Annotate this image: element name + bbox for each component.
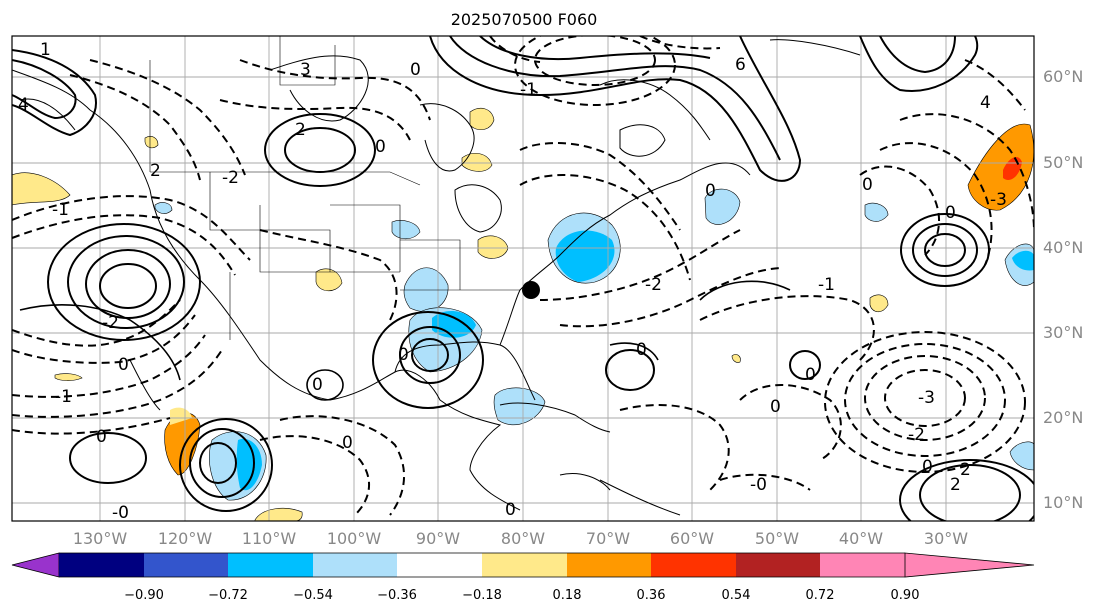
contour-label: 0 [922,457,933,477]
colorbar-tick-label: 0.54 [721,588,751,603]
colorbar-tick-label: −0.72 [208,588,248,603]
contour-label: 0 [96,427,107,447]
colorbar-segment [313,553,397,577]
colorbar-over-arrow [904,552,1035,578]
colorbar-segment [820,553,905,577]
contour-label: -2 [102,313,119,333]
contour-label: 0 [770,397,781,417]
shading-layer [12,107,1034,521]
contour-label: 1 [40,40,51,60]
colorbar-tick-label: −0.54 [293,588,333,603]
contour-label: 0 [118,355,129,375]
contour-label: 2 [150,161,161,181]
contour-label: 4 [18,95,29,115]
lon-label-50w: 50°W [754,529,800,548]
contour-label: -0 [112,503,129,523]
colorbar-tick-label: 0.18 [552,588,582,603]
colorbar-tick-label: 0.90 [890,588,920,603]
contour-label: 2 [295,120,306,140]
lat-label-60n: 60°N [1043,67,1084,86]
contour-label: -1 [52,200,69,220]
contour-label: 0 [505,500,516,520]
colorbar-segment [482,553,567,577]
colorbar-tick-label: 0.36 [636,588,666,603]
colorbar-tick-label: 0.72 [805,588,835,603]
lat-label-40n: 40°N [1043,238,1084,257]
lon-label-70w: 70°W [585,529,631,548]
lon-label-90w: 90°W [415,529,461,548]
lon-label-130w: 130°W [72,529,128,548]
colorbar-tick-label: −0.36 [377,588,417,603]
lon-label-30w: 30°W [923,529,969,548]
contour-label: 6 [735,55,746,75]
station-marker [522,281,540,299]
lon-label-40w: 40°W [838,529,884,548]
lat-label-20n: 20°N [1043,408,1084,427]
contour-label: 0 [342,433,353,453]
contour-label: -1 [818,275,835,295]
contour-label: 0 [398,345,409,365]
map-frame [11,35,1035,522]
lon-label-60w: 60°W [669,529,715,548]
contours-positive [12,36,1034,521]
contour-label: -0 [750,475,767,495]
contour-label: 2 [950,475,961,495]
contour-label: 3 [300,60,311,80]
contour-label: -2 [222,168,239,188]
colorbar-segment [397,553,482,577]
contour-label: -2 [645,275,662,295]
contour-label: -1 [520,80,537,100]
contour-labels: 1 4 3 2 0 -1 -2 0 6 4 -3 0 0 -3 -2 -1 -2… [18,40,1007,523]
coastlines [12,39,861,516]
colorbar-tick-label: −0.90 [124,588,164,603]
map-title: 2025070500 F060 [450,10,598,29]
colorbar-segment [59,553,144,577]
colorbar-tick-label: −0.18 [462,588,502,603]
contours-negative [12,36,1034,516]
lon-label-120w: 120°W [157,529,213,548]
contour-label: -3 [918,388,935,408]
lon-label-80w: 80°W [500,529,546,548]
contour-label: 0 [636,340,647,360]
contour-label: 0 [410,60,421,80]
colorbar-segment [228,553,313,577]
contour-label: 0 [312,375,323,395]
lon-label-110w: 110°W [241,529,297,548]
contour-label: 0 [705,181,716,201]
colorbar-segment [736,553,820,577]
colorbar-segment [567,553,651,577]
colorbar-segment [144,553,228,577]
contour-label: 0 [805,365,816,385]
contour-label: 4 [980,93,991,113]
contour-label: 2 [960,460,971,480]
contour-label: -3 [990,190,1007,210]
state-borders [149,36,520,340]
colorbar-under-arrow [11,552,60,578]
graticule [12,36,1034,521]
contour-label: -2 [908,425,925,445]
lon-label-100w: 100°W [326,529,382,548]
lat-label-30n: 30°N [1043,323,1084,342]
contour-label: 0 [945,203,956,223]
lat-label-50n: 50°N [1043,153,1084,172]
colorbar [11,552,1035,578]
contours-zero [19,280,791,401]
colorbar-segment [651,553,736,577]
contour-label: 0 [862,175,873,195]
lat-label-10n: 10°N [1043,493,1084,512]
contour-label: -1 [55,387,72,407]
contour-label: 0 [375,137,386,157]
